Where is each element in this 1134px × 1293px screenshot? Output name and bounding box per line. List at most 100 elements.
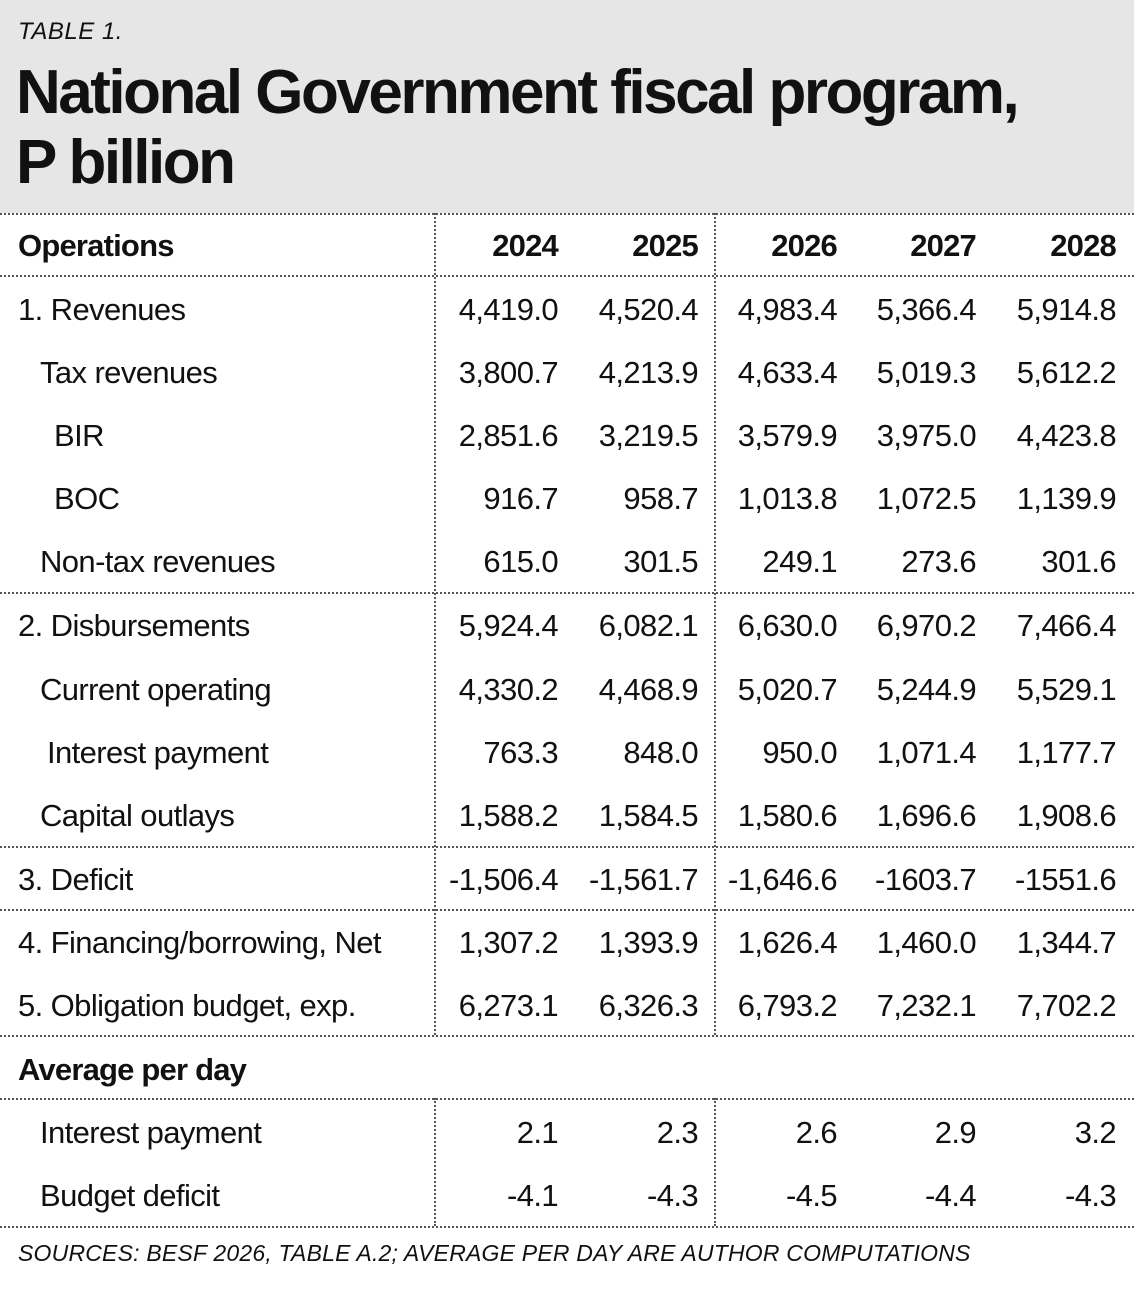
row-value: 1,071.4 [876, 735, 977, 770]
row-value: 1,393.9 [598, 925, 699, 960]
row-value: 763.3 [483, 735, 558, 770]
row-value: 6,082.1 [598, 608, 699, 643]
row-value: 2.1 [516, 1115, 559, 1150]
section-heading-average: Average per day [18, 1052, 247, 1087]
row-value: 1,013.8 [737, 481, 838, 516]
row-value: -4.3 [1064, 1178, 1117, 1213]
title-line-2: P billion [16, 128, 236, 197]
divider-h-revenues [0, 592, 1134, 594]
divider-v-middle-avg [714, 1098, 716, 1226]
row-value: 3,219.5 [598, 418, 699, 453]
row-label: 4. Financing/borrowing, Net [18, 925, 381, 960]
row-label: Capital outlays [40, 798, 235, 833]
divider-h-top [0, 213, 1134, 215]
row-value: -1603.7 [875, 862, 977, 897]
row-value: 249.1 [762, 544, 837, 579]
row-value: -1,506.4 [449, 862, 559, 897]
column-header-operations: Operations [18, 228, 174, 263]
row-value: 958.7 [623, 481, 698, 516]
row-value: 950.0 [762, 735, 837, 770]
row-label: BIR [54, 418, 104, 453]
row-value: -1,561.7 [589, 862, 699, 897]
divider-v-label [434, 213, 436, 1035]
row-value: 5,366.4 [876, 292, 977, 327]
divider-h-disbursements [0, 846, 1134, 848]
row-value: 273.6 [901, 544, 976, 579]
row-value: 4,520.4 [598, 292, 699, 327]
divider-v-middle [714, 213, 716, 1035]
row-value: 5,019.3 [876, 355, 977, 390]
row-label: 5. Obligation budget, exp. [18, 988, 356, 1023]
column-header-year: 2024 [492, 228, 559, 263]
divider-h-obligation [0, 1035, 1134, 1037]
row-value: 6,970.2 [876, 608, 977, 643]
row-value: 4,468.9 [598, 672, 699, 707]
row-value: 7,232.1 [876, 988, 977, 1023]
divider-v-label-avg [434, 1098, 436, 1226]
row-value: 1,307.2 [458, 925, 559, 960]
row-value: 7,466.4 [1016, 608, 1117, 643]
row-value: 6,326.3 [598, 988, 699, 1023]
row-value: 301.5 [623, 544, 698, 579]
row-value: 3,579.9 [737, 418, 838, 453]
row-value: 4,633.4 [737, 355, 838, 390]
row-value: -1551.6 [1015, 862, 1117, 897]
row-value: 1,588.2 [458, 798, 559, 833]
row-value: 3,800.7 [458, 355, 559, 390]
row-value: 1,460.0 [876, 925, 977, 960]
row-label: 1. Revenues [18, 292, 186, 327]
table-title: National Government fiscal program, P bi… [16, 58, 1116, 198]
column-header-year: 2025 [632, 228, 699, 263]
row-value: 7,702.2 [1016, 988, 1117, 1023]
row-label: 2. Disbursements [18, 608, 250, 643]
row-value: 5,612.2 [1016, 355, 1117, 390]
row-value: 2.3 [656, 1115, 699, 1150]
row-value: 1,177.7 [1016, 735, 1117, 770]
row-value: -4.1 [506, 1178, 559, 1213]
row-value: 1,139.9 [1016, 481, 1117, 516]
row-value: 3,975.0 [876, 418, 977, 453]
row-value: 301.6 [1041, 544, 1116, 579]
row-value: 2.6 [795, 1115, 838, 1150]
row-value: 3.2 [1074, 1115, 1117, 1150]
row-value: 848.0 [623, 735, 698, 770]
row-value: 4,419.0 [458, 292, 559, 327]
row-value: -4.3 [646, 1178, 699, 1213]
row-label: BOC [54, 481, 120, 516]
row-value: 2.9 [934, 1115, 977, 1150]
row-label: Interest payment [40, 1115, 262, 1150]
row-label: Current operating [40, 672, 272, 707]
row-value: -4.5 [785, 1178, 838, 1213]
row-value: 5,244.9 [876, 672, 977, 707]
row-value: 2,851.6 [458, 418, 559, 453]
row-value: 1,580.6 [737, 798, 838, 833]
divider-h-header [0, 275, 1134, 277]
row-label: Budget deficit [40, 1178, 220, 1213]
row-value: 4,423.8 [1016, 418, 1117, 453]
row-value: 1,626.4 [737, 925, 838, 960]
source-note: SOURCES: BESF 2026, TABLE A.2; AVERAGE P… [18, 1240, 971, 1266]
column-header-year: 2027 [910, 228, 977, 263]
column-header-year: 2026 [771, 228, 838, 263]
row-label: Non-tax revenues [40, 544, 276, 579]
row-value: 916.7 [483, 481, 558, 516]
row-value: 1,696.6 [876, 798, 977, 833]
row-value: 5,020.7 [737, 672, 838, 707]
row-value: -4.4 [924, 1178, 977, 1213]
divider-h-average [0, 1098, 1134, 1100]
row-label: Tax revenues [40, 355, 218, 390]
row-value: 5,529.1 [1016, 672, 1117, 707]
table-number: TABLE 1. [18, 18, 123, 45]
row-value: 5,914.8 [1016, 292, 1117, 327]
divider-h-deficit [0, 909, 1134, 911]
row-value: 1,584.5 [598, 798, 699, 833]
row-value: -1,646.6 [728, 862, 838, 897]
row-value: 1,072.5 [876, 481, 977, 516]
row-value: 6,793.2 [737, 988, 838, 1023]
row-value: 6,273.1 [458, 988, 559, 1023]
row-value: 6,630.0 [737, 608, 838, 643]
row-value: 4,213.9 [598, 355, 699, 390]
column-header-year: 2028 [1050, 228, 1117, 263]
row-value: 4,330.2 [458, 672, 559, 707]
